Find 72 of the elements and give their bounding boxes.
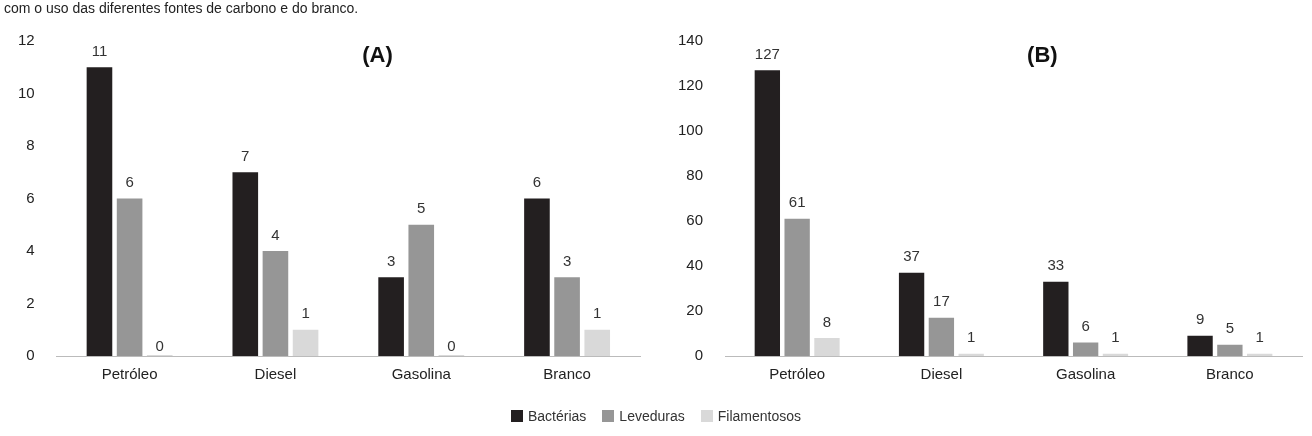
y-tick-label: 20	[686, 301, 704, 319]
legend-label: Leveduras	[619, 408, 685, 424]
bar	[292, 329, 319, 356]
bar	[1217, 344, 1243, 356]
bar	[262, 251, 289, 356]
data-label: 9	[1195, 310, 1205, 328]
data-label: 1	[1255, 328, 1264, 346]
x-tick-label: Petróleo	[101, 365, 158, 383]
data-label: 1	[301, 304, 310, 322]
y-tick-label: 4	[26, 241, 35, 259]
legend-label: Filamentosos	[717, 408, 801, 424]
y-tick-label: 10	[18, 83, 35, 101]
bar	[784, 218, 810, 356]
x-tick-label: Diesel	[920, 365, 963, 383]
bar	[1187, 335, 1213, 356]
data-label: 3	[386, 251, 396, 269]
bar	[116, 198, 143, 356]
data-label: 37	[903, 247, 920, 265]
bar	[1072, 342, 1099, 356]
y-tick-label: 60	[686, 211, 704, 229]
data-label: 0	[447, 336, 456, 354]
data-label: 11	[91, 41, 108, 59]
y-tick-label: 12	[18, 31, 35, 49]
legend-label: Bactérias	[527, 408, 587, 424]
x-tick-label: Gasolina	[1056, 365, 1116, 383]
data-label: 4	[271, 225, 280, 243]
bar	[86, 67, 113, 356]
x-tick-label: Diesel	[254, 365, 297, 383]
x-tick-label: Petróleo	[769, 365, 826, 383]
bar	[524, 198, 550, 356]
y-tick-label: 0	[26, 346, 35, 364]
data-label: 61	[788, 193, 806, 211]
bar	[928, 317, 955, 356]
data-label: 0	[155, 336, 164, 354]
data-label: 17	[933, 292, 950, 310]
chart-title: (B)	[1027, 42, 1058, 68]
bar	[814, 338, 840, 356]
data-label: 127	[754, 44, 780, 62]
y-tick-label: 40	[686, 256, 704, 274]
text: com o uso das diferentes fontes de carbono e do branco.	[4, 0, 359, 16]
data-label: 1	[967, 328, 976, 346]
y-tick-label: 0	[694, 346, 704, 364]
y-tick-label: 120	[678, 76, 704, 94]
bar	[754, 70, 781, 356]
data-label: 33	[1047, 256, 1065, 274]
data-label: 5	[417, 199, 426, 217]
bar	[584, 329, 611, 356]
chart-title: (A)	[362, 42, 393, 68]
data-label: 6	[125, 173, 134, 191]
y-tick-label: 80	[686, 166, 704, 184]
bar	[232, 172, 259, 356]
y-tick-label: 100	[678, 121, 704, 139]
bar	[1043, 281, 1069, 356]
data-label: 7	[241, 146, 250, 164]
data-label: 3	[562, 251, 572, 269]
y-tick-label: 8	[26, 136, 35, 154]
y-tick-label: 6	[26, 188, 35, 206]
data-label: 6	[1081, 317, 1090, 335]
data-label: 8	[822, 312, 832, 330]
y-tick-label: 140	[678, 31, 704, 49]
data-label: 6	[532, 173, 542, 191]
x-tick-label: Gasolina	[391, 365, 452, 383]
y-tick-label: 2	[26, 293, 35, 311]
data-label: 1	[593, 304, 602, 322]
x-tick-label: Branco	[1206, 365, 1254, 383]
bar	[554, 277, 580, 356]
data-label: 5	[1225, 319, 1235, 337]
x-tick-label: Branco	[543, 365, 591, 383]
bar	[408, 224, 435, 356]
data-label: 1	[1111, 328, 1120, 346]
bar	[378, 277, 404, 356]
bar	[898, 272, 925, 356]
